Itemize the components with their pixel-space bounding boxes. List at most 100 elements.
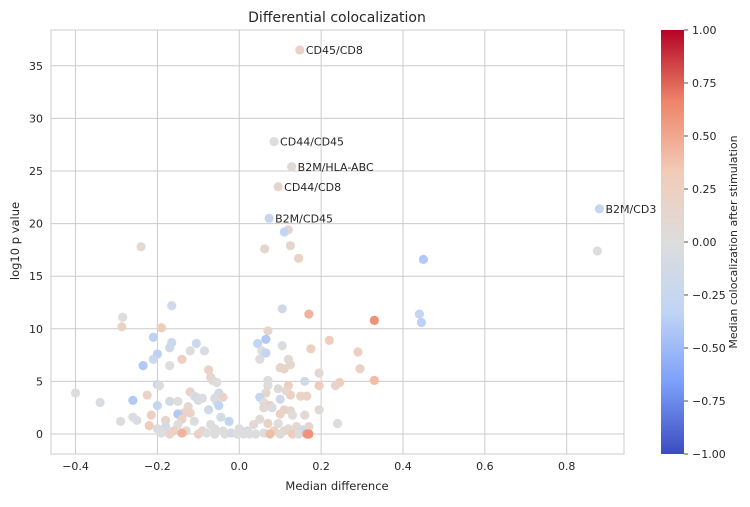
scatter-point (592, 246, 602, 256)
scatter-point (253, 338, 263, 349)
scatter-point (275, 409, 285, 419)
scatter-point (193, 395, 203, 405)
colorbar-tick-label: −0.25 (692, 289, 726, 302)
x-tick-label: 0.6 (476, 460, 494, 473)
scatter-point (330, 381, 341, 391)
scatter-point (285, 390, 296, 400)
scatter-point (165, 361, 175, 371)
scatter-point (295, 45, 305, 55)
colorbar-tick-label: 0.00 (692, 236, 717, 249)
scatter-point (173, 396, 183, 406)
scatter-point (264, 213, 274, 223)
scatter-point (199, 346, 210, 356)
x-tick-label: 0.2 (312, 460, 330, 473)
y-axis-label: log10 p value (8, 202, 22, 280)
scatter-point (418, 254, 429, 264)
scatter-point (304, 429, 314, 439)
scatter-point (191, 338, 201, 349)
scatter-point (332, 418, 343, 429)
colorbar-tick-label: 0.50 (692, 130, 717, 143)
scatter-point (177, 354, 187, 364)
scatter-point (259, 403, 269, 413)
scatter-point (300, 376, 310, 387)
scatter-points (70, 45, 605, 439)
scatter-point (273, 384, 283, 394)
scatter-point (369, 315, 379, 325)
y-tick-label: 10 (29, 323, 43, 336)
scatter-point (287, 162, 297, 172)
scatter-point (142, 390, 152, 400)
scatter-point (115, 416, 126, 426)
scatter-point (267, 403, 277, 413)
scatter-point (214, 401, 224, 411)
x-tick-label: −0.4 (62, 460, 89, 473)
scatter-point (300, 410, 310, 420)
scatter-point (248, 419, 259, 430)
scatter-point (263, 381, 273, 391)
scatter-point (277, 304, 287, 314)
scatter-point (185, 346, 195, 356)
scatter-point (118, 312, 128, 322)
scatter-point (185, 408, 195, 418)
colorbar-tick-label: −0.75 (692, 395, 726, 408)
scatter-point (167, 301, 177, 311)
chart-title: Differential colocalization (248, 10, 426, 26)
scatter-point (154, 381, 165, 391)
scatter-point (314, 381, 324, 391)
scatter-point (255, 414, 265, 424)
scatter-point (277, 341, 287, 351)
scatter-point (594, 204, 605, 214)
scatter-point (294, 253, 304, 263)
x-tick-label: 0.0 (231, 460, 249, 473)
scatter-point (306, 344, 316, 354)
y-tick-labels: 0 5 10 15 20 25 30 35 (29, 60, 43, 441)
scatter-point (261, 348, 271, 358)
scatter-point (201, 428, 212, 438)
scatter-point (216, 412, 226, 422)
scatter-point (117, 322, 127, 332)
x-tick-labels: −0.4 −0.2 0.0 0.2 0.4 0.6 0.8 (62, 460, 575, 473)
scatter-point (285, 241, 296, 251)
y-tick-label: 0 (36, 428, 43, 441)
scatter-point (203, 365, 214, 375)
scatter-point (165, 343, 175, 353)
colorbar-tick-labels: 1.00 0.75 0.50 0.25 0.00 −0.25 −0.50 −0.75 −1.00 (684, 24, 726, 461)
x-tick-label: 0.4 (394, 460, 412, 473)
scatter-point (269, 136, 279, 147)
scatter-point (251, 429, 261, 439)
y-tick-label: 15 (29, 270, 43, 283)
scatter-point (314, 405, 324, 415)
scatter-point (138, 361, 148, 371)
scatter-point (279, 227, 289, 237)
colorbar-tick-label: −1.00 (692, 448, 726, 461)
point-annotation: CD44/CD8 (284, 181, 341, 194)
grid-lines (51, 30, 624, 454)
scatter-point (165, 429, 175, 439)
colorbar-label: Median colocalization after stimulation (727, 135, 740, 348)
y-tick-label: 20 (29, 218, 43, 231)
scatter-point (314, 368, 324, 378)
scatter-point (132, 415, 142, 425)
scatter-point (275, 394, 285, 404)
y-tick-label: 30 (29, 112, 43, 125)
scatter-point (224, 416, 234, 426)
plot-frame (50, 29, 625, 455)
colorbar-tick-label: 0.75 (692, 77, 717, 90)
scatter-point (294, 429, 304, 439)
point-annotation: B2M/CD3 (605, 203, 656, 216)
point-annotation: CD45/CD8 (306, 44, 363, 57)
scatter-point (148, 332, 158, 342)
scatter-point (260, 244, 270, 254)
scatter-point (156, 428, 167, 438)
scatter-point (212, 377, 222, 388)
scatter-point (273, 182, 283, 192)
scatter-point (265, 429, 275, 439)
scatter-point (324, 335, 334, 345)
scatter-point (193, 429, 203, 439)
scatter-point (369, 375, 379, 385)
scatter-point (203, 405, 214, 415)
scatter-point (156, 323, 167, 333)
scatter-point (148, 354, 158, 364)
